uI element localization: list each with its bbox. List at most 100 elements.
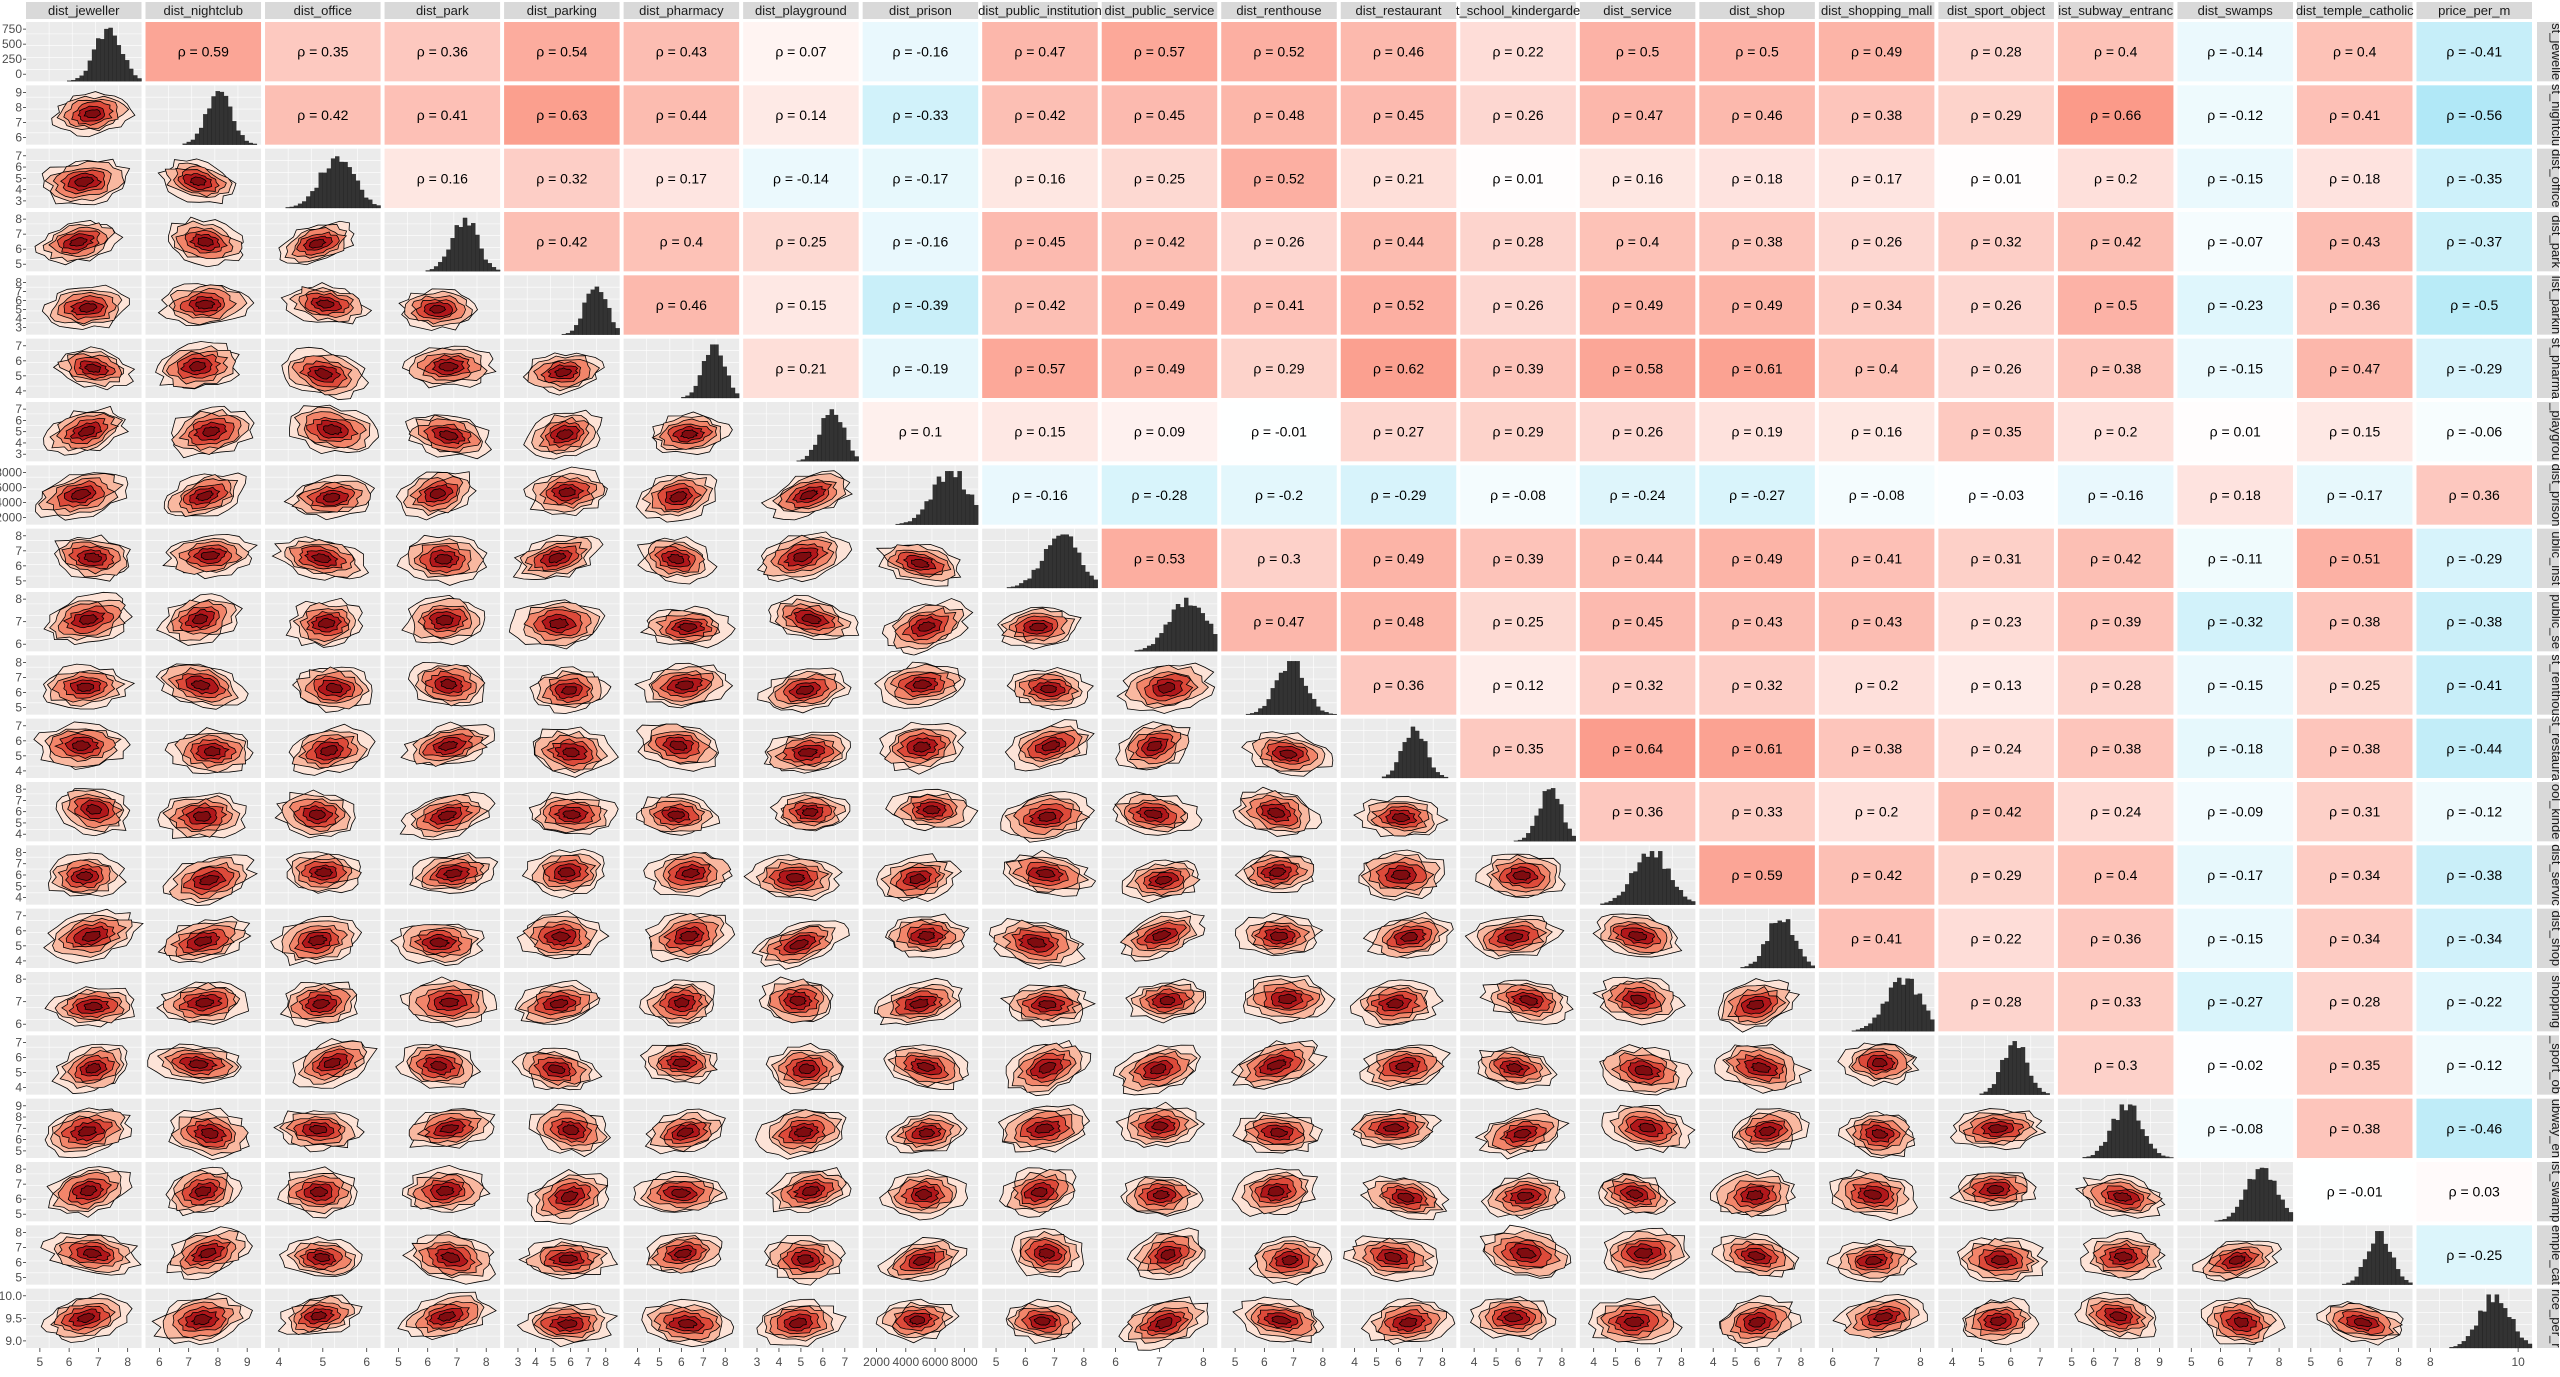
correlation-value: ρ = -0.14	[773, 170, 829, 186]
histogram-bar	[574, 325, 579, 335]
histogram-bar	[945, 471, 950, 525]
correlation-tile	[862, 275, 979, 335]
correlation-tile	[2416, 338, 2532, 398]
histogram-bar	[2474, 1325, 2479, 1349]
column-strip-label: dist_temple_catholic	[2296, 3, 2414, 18]
histogram-bar	[1064, 534, 1069, 589]
correlation-tile	[982, 212, 1098, 272]
density-contour	[1039, 684, 1057, 694]
correlation-value: ρ = 0.36	[2329, 297, 2380, 313]
correlation-value: ρ = 0.63	[536, 107, 587, 123]
correlation-tile	[2177, 528, 2293, 588]
histogram-bar	[846, 439, 851, 462]
histogram-bar	[330, 158, 336, 209]
correlation-value: ρ = 0.3	[1257, 550, 1301, 566]
density-contour	[799, 489, 819, 500]
correlation-tile	[743, 338, 859, 398]
histogram-bar	[2391, 1257, 2397, 1285]
y-tick-label: 7	[15, 719, 22, 733]
correlation-tile	[265, 85, 381, 145]
histogram-bar	[924, 501, 929, 525]
correlation-value: ρ = 0.07	[775, 44, 826, 60]
histogram-bar	[2404, 1279, 2409, 1285]
correlation-tile	[1938, 275, 2054, 335]
x-tick-label: 7	[1537, 1355, 1544, 1369]
histogram-bar	[2408, 1282, 2413, 1285]
density-contour	[438, 361, 459, 372]
histogram-bar	[314, 187, 319, 209]
histogram-bar	[376, 205, 381, 209]
y-tick-label: 6	[15, 559, 22, 573]
x-tick-label: 5	[1612, 1355, 1619, 1369]
histogram-bar	[95, 38, 101, 82]
column-strip-label: dist_service	[1603, 3, 1672, 18]
histogram-bar	[1060, 534, 1065, 589]
correlation-value: ρ = 0.33	[1732, 804, 1783, 820]
histogram-bar	[582, 302, 587, 335]
correlation-value: ρ = 0.44	[1373, 234, 1424, 250]
correlation-tile	[1938, 655, 2054, 715]
x-tick-label: 6	[820, 1355, 827, 1369]
x-tick-label: 6	[66, 1355, 73, 1369]
histogram-bar	[953, 477, 958, 525]
correlation-tile	[1579, 528, 1696, 588]
correlation-value: ρ = 0.41	[417, 107, 468, 123]
y-tick-label: 6	[15, 686, 22, 700]
histogram-bar	[2111, 1118, 2116, 1159]
density-contour	[912, 679, 933, 689]
correlation-value: ρ = 0.23	[1971, 614, 2022, 630]
histogram-bar	[1629, 873, 1634, 905]
histogram-bar	[734, 393, 740, 399]
density-contour	[195, 299, 216, 310]
histogram-bar	[2272, 1180, 2277, 1222]
correlation-value: ρ = -0.15	[2207, 930, 2263, 946]
correlation-tile	[1938, 85, 2054, 145]
correlation-tile	[2416, 718, 2532, 778]
correlation-tile	[2177, 592, 2293, 652]
correlation-tile	[2057, 22, 2174, 82]
histogram-bar	[1666, 868, 1671, 905]
histogram-bar	[124, 60, 130, 82]
correlation-tile	[2416, 592, 2532, 652]
correlation-value: ρ = 0.29	[1253, 360, 1304, 376]
histogram-bar	[1600, 903, 1605, 905]
histogram-bar	[701, 361, 707, 399]
histogram-bar	[1909, 978, 1914, 1032]
histogram-bar	[1320, 710, 1325, 715]
histogram-bar	[1134, 650, 1139, 652]
histogram-bar	[1682, 896, 1688, 905]
density-contour	[558, 486, 576, 498]
correlation-tile	[1938, 338, 2054, 398]
correlation-tile	[2416, 528, 2532, 588]
correlation-tile	[1938, 718, 2054, 778]
x-tick-label: 4	[634, 1355, 641, 1369]
density-contour	[1391, 812, 1410, 823]
correlation-tile	[2057, 275, 2174, 335]
y-tick-label: 8	[15, 529, 22, 543]
correlation-tile	[504, 212, 620, 272]
histogram-bar	[479, 248, 484, 272]
correlation-value: ρ = 0.44	[1612, 550, 1663, 566]
correlation-value: ρ = 0.26	[1492, 297, 1543, 313]
column-strip-label: t_school_kindergarde	[1456, 3, 1580, 18]
correlation-value: ρ = 0.17	[656, 170, 707, 186]
y-axis-ticks: 7505002500987676543876587654376547654380…	[0, 22, 26, 1348]
density-contour	[429, 488, 446, 500]
histogram-bar	[590, 289, 596, 335]
correlation-tile	[1579, 148, 1696, 208]
correlation-tile	[2177, 718, 2293, 778]
histogram-bar	[2399, 1276, 2405, 1285]
correlation-tile	[1579, 212, 1696, 272]
histogram-bar	[1332, 713, 1337, 715]
column-strip-bg	[145, 2, 262, 19]
histogram-bar	[1031, 569, 1036, 589]
correlation-value: ρ = 0.44	[656, 107, 707, 123]
correlation-value: ρ = 0.25	[1134, 170, 1185, 186]
correlation-value: ρ = 0.01	[1971, 170, 2022, 186]
correlation-tile	[1699, 592, 1815, 652]
correlation-value: ρ = 0.42	[2090, 550, 2141, 566]
density-contour	[314, 368, 334, 380]
histogram-bar	[1324, 712, 1329, 715]
y-tick-label: 5	[15, 1207, 22, 1221]
column-strip-bg	[1221, 2, 1337, 19]
